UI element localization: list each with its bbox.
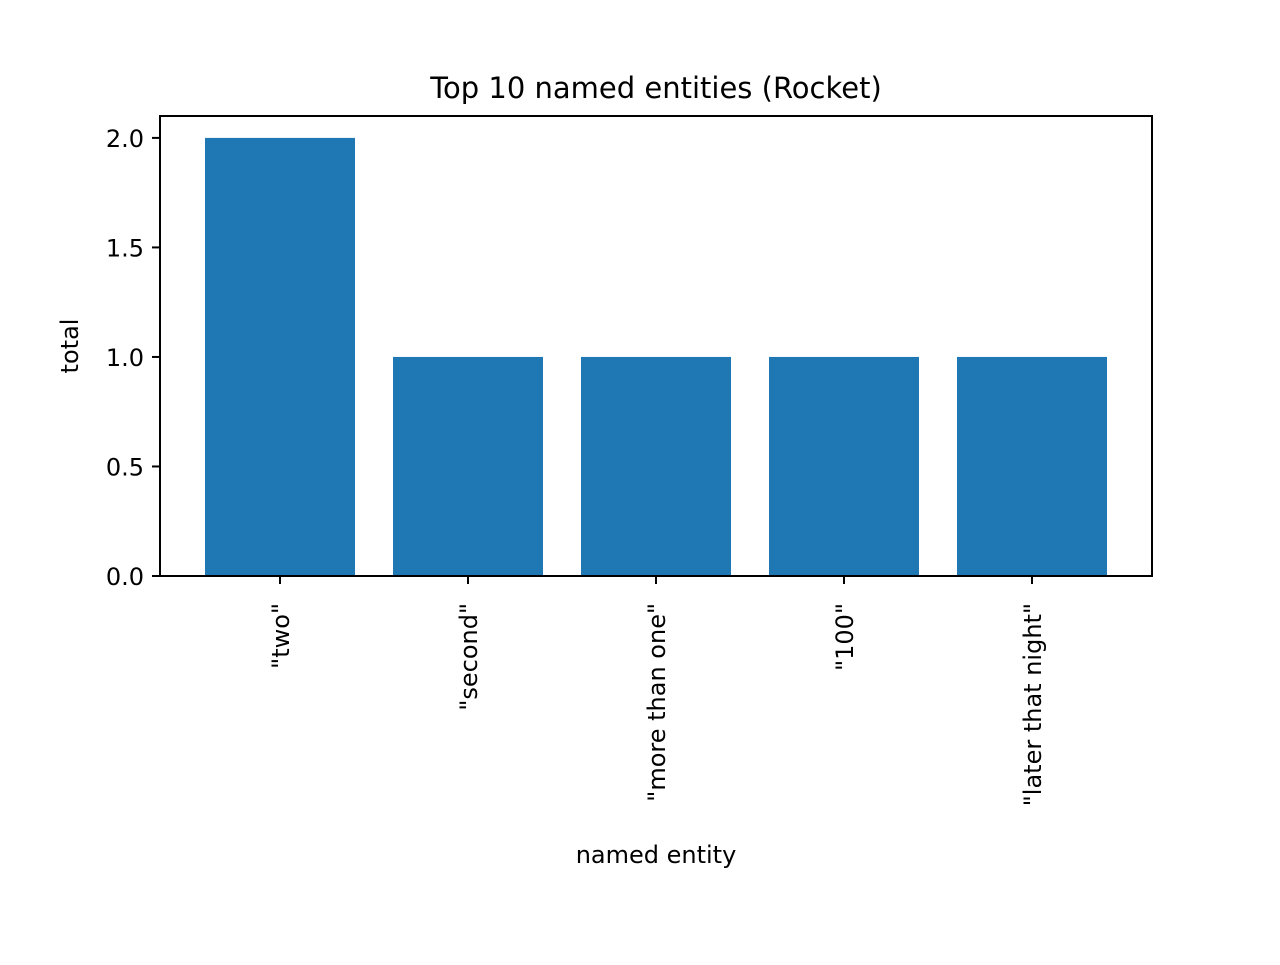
bar-0 — [205, 137, 355, 576]
plot-frame — [159, 115, 1153, 577]
y-axis: 0.0 0.5 1.0 1.5 2.0 — [106, 125, 160, 591]
y-axis-label: total — [56, 319, 84, 374]
bar-4 — [957, 356, 1107, 576]
y-tick-label: 0.5 — [106, 453, 144, 481]
x-tick-label: "later that night" — [1019, 603, 1047, 806]
chart-title: Top 10 named entities (Rocket) — [429, 71, 882, 105]
bar-3 — [769, 356, 919, 576]
y-tick-label: 1.5 — [106, 234, 144, 262]
bars-group — [205, 137, 1107, 576]
x-axis: "two" "second" "more than one" "100" "later … — [267, 576, 1047, 806]
x-tick-label: "two" — [267, 603, 295, 669]
bar-2 — [581, 356, 731, 576]
y-tick-label: 2.0 — [106, 125, 144, 153]
y-tick-label: 1.0 — [106, 344, 144, 372]
x-tick-label: "second" — [455, 603, 483, 711]
y-tick-label: 0.0 — [106, 563, 144, 591]
x-axis-label: named entity — [576, 841, 737, 869]
bar-1 — [393, 356, 543, 576]
x-tick-label: "100" — [831, 603, 859, 671]
x-tick-label: "more than one" — [643, 603, 671, 802]
